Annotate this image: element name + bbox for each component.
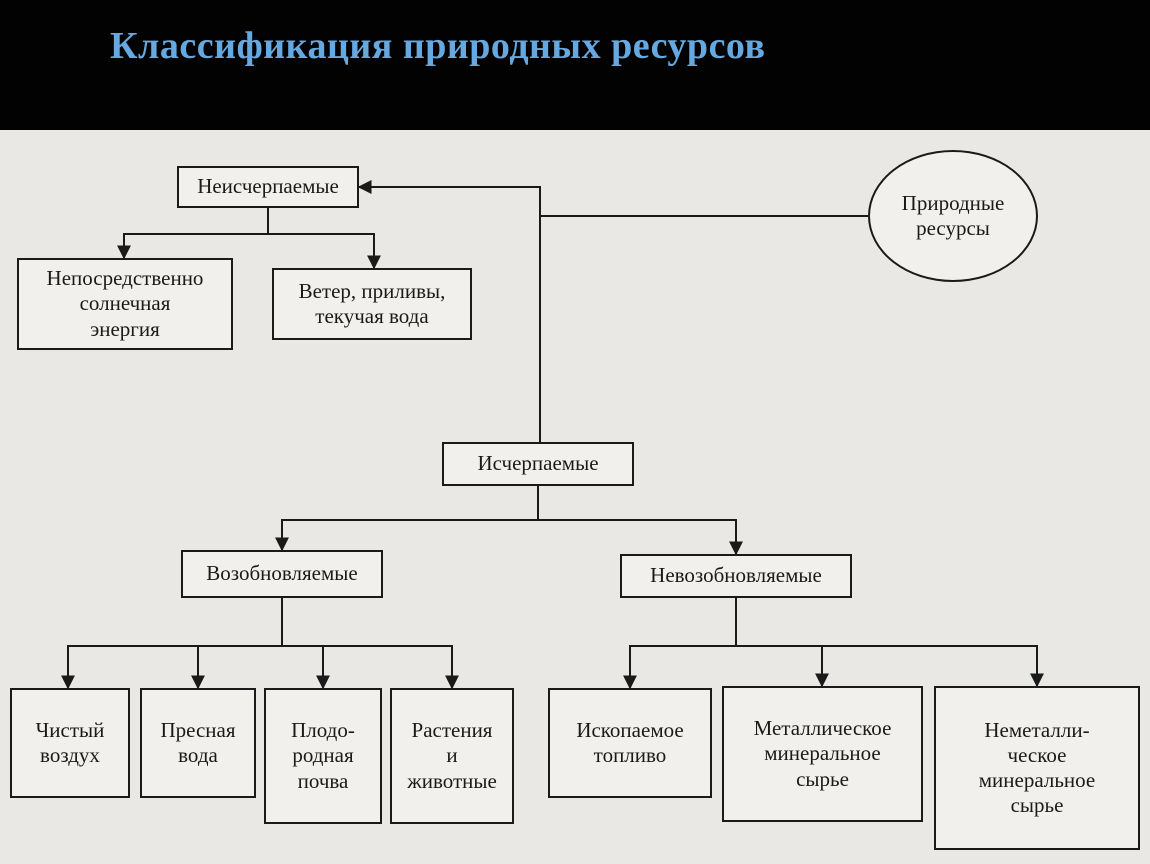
node-metal: Металлическоеминеральноесырье — [722, 686, 923, 822]
edge — [630, 598, 736, 688]
node-nonmetal: Неметалли-ческоеминеральноесырье — [934, 686, 1140, 850]
edge — [282, 598, 323, 688]
edge — [268, 208, 374, 268]
node-nonrenew: Невозобновляемые — [620, 554, 852, 598]
node-label-inex: Неисчерпаемые — [197, 174, 339, 199]
edge — [282, 598, 452, 688]
node-wind: Ветер, приливы,текучая вода — [272, 268, 472, 340]
node-flora: Растенияиживотные — [390, 688, 514, 824]
node-label-solar: Непосредственносолнечнаяэнергия — [47, 266, 204, 342]
node-exh: Исчерпаемые — [442, 442, 634, 486]
edge — [198, 598, 282, 688]
node-label-water: Преснаявода — [160, 718, 235, 768]
node-label-flora: Растенияиживотные — [407, 718, 497, 794]
edge — [736, 598, 1037, 686]
node-soil: Плодо-роднаяпочва — [264, 688, 382, 824]
node-air: Чистыйвоздух — [10, 688, 130, 798]
edge — [736, 598, 822, 686]
edge — [359, 187, 868, 216]
node-label-air: Чистыйвоздух — [36, 718, 105, 768]
classification-diagram: Природныересурсы Неисчерпаемые Непосредств… — [0, 130, 1150, 864]
node-inex: Неисчерпаемые — [177, 166, 359, 208]
node-renew: Возобновляемые — [181, 550, 383, 598]
node-label-exh: Исчерпаемые — [477, 451, 598, 476]
edge — [282, 486, 538, 550]
edge — [68, 598, 282, 688]
node-root: Природныересурсы — [868, 150, 1038, 282]
node-label-renew: Возобновляемые — [206, 561, 357, 586]
node-label-fossil: Ископаемоетопливо — [576, 718, 683, 768]
node-solar: Непосредственносолнечнаяэнергия — [17, 258, 233, 350]
node-label-nonmetal: Неметалли-ческоеминеральноесырье — [979, 718, 1095, 819]
node-label-soil: Плодо-роднаяпочва — [291, 718, 355, 794]
node-label-metal: Металлическоеминеральноесырье — [754, 716, 892, 792]
node-label-nonrenew: Невозобновляемые — [650, 563, 822, 588]
node-label-root: Природныересурсы — [902, 191, 1005, 241]
slide-title: Классификация природных ресурсов — [110, 24, 766, 68]
edge — [538, 486, 736, 554]
node-water: Преснаявода — [140, 688, 256, 798]
node-label-wind: Ветер, приливы,текучая вода — [299, 279, 446, 329]
header-bar: Классификация природных ресурсов — [0, 0, 1150, 130]
node-fossil: Ископаемоетопливо — [548, 688, 712, 798]
edge — [124, 208, 268, 258]
